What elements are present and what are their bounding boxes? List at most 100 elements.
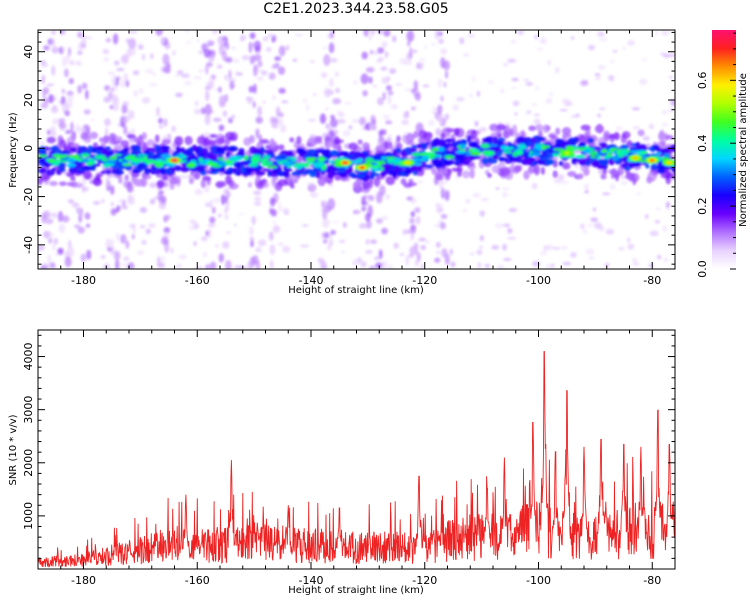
spectrogram-speckle	[540, 250, 548, 256]
spectrogram-speckle	[604, 262, 610, 267]
ridge-highlight-blob	[444, 154, 455, 160]
ridge-highlight-blob	[584, 146, 590, 150]
ridge-halo-blob	[555, 127, 561, 135]
spectrogram-speckle	[100, 255, 106, 259]
spectrogram-streak-blob	[126, 264, 134, 269]
spectrogram-streak-blob	[375, 218, 383, 224]
ridge-highlight-blob	[623, 151, 629, 157]
spectrogram-streak-blob	[122, 200, 126, 208]
spectrogram-speckle	[399, 252, 405, 256]
spectrogram-streak-blob	[385, 85, 392, 91]
ridge-highlight-blob	[250, 154, 262, 159]
ridge-halo-blob	[277, 179, 288, 187]
spectrogram-speckle	[456, 96, 465, 102]
ridge-core-blob	[114, 169, 124, 176]
spectrogram-streak-blob	[328, 42, 335, 54]
spectrogram-speckle	[502, 62, 509, 67]
ridge-highlight-blob	[186, 162, 196, 169]
spectrogram-speckle	[476, 249, 483, 255]
spectrogram-speckle	[399, 58, 407, 65]
spectrogram-streak-blob	[220, 194, 226, 205]
ridge-core-blob	[420, 142, 428, 150]
spectrogram-speckle	[598, 225, 605, 232]
ridge-halo-blob	[671, 172, 675, 180]
hot-spot-core	[564, 151, 570, 155]
spectrogram-speckle	[597, 64, 606, 71]
spectrogram-streak-blob	[246, 96, 253, 105]
spectrogram-streak-blob	[67, 199, 75, 204]
ridge-core-blob	[150, 170, 157, 175]
ridge-core-blob	[664, 149, 670, 154]
spectrogram-streak-blob	[218, 124, 225, 132]
spectrogram-streak-blob	[360, 260, 367, 268]
ridge-halo-blob	[613, 132, 620, 141]
spectrogram-streak-blob	[365, 238, 370, 245]
spectrogram-streak-blob	[323, 232, 330, 239]
ridge-halo-blob	[383, 141, 389, 149]
spectrogram-streak-blob	[253, 54, 262, 62]
ridge-halo-blob	[58, 181, 67, 187]
spectrogram-streak-blob	[224, 74, 229, 81]
ridge-halo-blob	[207, 139, 217, 146]
ridge-halo-blob	[124, 174, 129, 181]
snr-x-tick-label: -100	[526, 574, 551, 587]
spectrogram-speckle	[479, 235, 484, 242]
ridge-highlight-blob	[108, 156, 118, 161]
spectrogram-speckle	[335, 87, 341, 93]
spectrogram-streak-blob	[387, 93, 392, 106]
spectrogram-speckle	[179, 175, 189, 179]
ridge-core-blob	[201, 147, 209, 156]
spectrogram-streak-blob	[322, 217, 330, 228]
snr-series	[38, 351, 675, 568]
spectrogram-speckle	[294, 33, 304, 37]
spectrogram-ridge	[38, 123, 675, 194]
ridge-highlight-blob	[455, 150, 467, 154]
spectrogram-streak-blob	[50, 30, 57, 35]
ridge-highlight-blob	[663, 153, 670, 158]
spectrogram-speckle	[197, 69, 205, 73]
spectrogram-streak-blob	[323, 87, 332, 98]
spectrogram-streak-blob	[439, 114, 444, 125]
ridge-highlight-blob	[365, 157, 374, 163]
ridge-halo-blob	[512, 124, 518, 134]
spectrogram-streak-blob	[415, 63, 424, 70]
spectrogram-streak-blob	[57, 247, 64, 255]
spectrogram-speckle	[115, 67, 125, 72]
ridge-core-blob	[296, 147, 306, 154]
spectrogram-speckle	[536, 47, 544, 51]
snr-y-tick-label: 2000	[22, 449, 35, 477]
spectrogram-speckle	[337, 110, 342, 115]
spectrogram-streak-blob	[250, 239, 254, 248]
spectrogram-streak-blob	[61, 46, 66, 52]
spectrogram-streak-blob	[110, 87, 115, 92]
spectrogram-speckle	[443, 81, 447, 88]
ridge-halo-blob	[659, 129, 665, 140]
spectrogram-speckle	[193, 240, 197, 247]
spectrogram-streak-blob	[278, 45, 286, 57]
spectrogram-speckle	[234, 264, 239, 269]
ridge-halo-blob	[126, 134, 136, 139]
ridge-core-blob	[91, 146, 98, 154]
snr-x-tick-label: -160	[185, 574, 210, 587]
ridge-halo-blob	[215, 181, 225, 188]
ridge-halo-blob	[66, 181, 74, 187]
ridge-halo-blob	[156, 179, 165, 189]
spectrogram-streak-blob	[161, 236, 169, 245]
spectrogram-speckle	[439, 47, 448, 55]
spectrogram-streak-blob	[376, 58, 382, 64]
spectrogram-ticks: -180 -160 -140 -120 -100 -80 -40 -20 0 20 40	[22, 30, 676, 287]
colorbar-label: Normalized spectral amplitude	[738, 73, 749, 227]
spectrogram-streak-blob	[113, 250, 121, 261]
spectrogram-streak-blob	[444, 253, 450, 266]
spectrogram-speckle	[423, 45, 428, 49]
ridge-halo-blob	[216, 137, 225, 145]
spectrogram-speckle	[662, 225, 668, 232]
spectrogram-streak-blob	[253, 190, 262, 195]
ridge-core-blob	[380, 170, 386, 178]
ridge-core-blob	[291, 171, 297, 177]
spectrogram-streak-blob	[378, 249, 383, 260]
spectrogram-streak-blob	[112, 95, 120, 108]
ridge-halo-blob	[141, 132, 147, 140]
spectrogram-speckle	[390, 104, 398, 110]
spectrogram-speckle	[654, 220, 661, 224]
